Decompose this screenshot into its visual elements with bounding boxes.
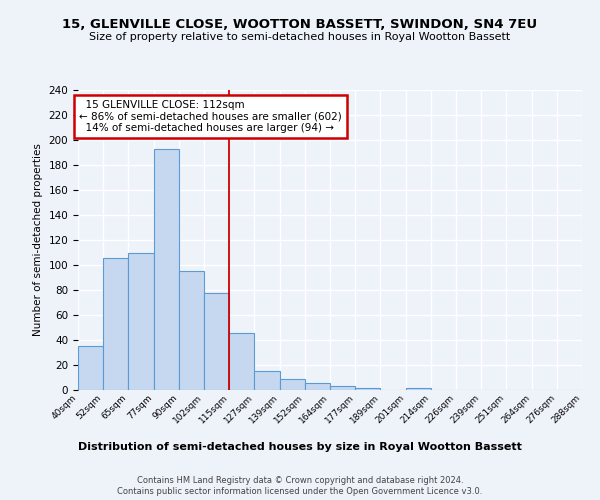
Text: Size of property relative to semi-detached houses in Royal Wootton Bassett: Size of property relative to semi-detach… <box>89 32 511 42</box>
Text: Distribution of semi-detached houses by size in Royal Wootton Bassett: Distribution of semi-detached houses by … <box>78 442 522 452</box>
Bar <box>179 271 204 390</box>
Bar <box>229 332 254 390</box>
Text: Contains public sector information licensed under the Open Government Licence v3: Contains public sector information licen… <box>118 488 482 496</box>
Bar <box>406 388 431 390</box>
Bar <box>280 379 305 390</box>
Bar <box>154 149 179 390</box>
Y-axis label: Number of semi-detached properties: Number of semi-detached properties <box>33 144 43 336</box>
Text: 15, GLENVILLE CLOSE, WOOTTON BASSETT, SWINDON, SN4 7EU: 15, GLENVILLE CLOSE, WOOTTON BASSETT, SW… <box>62 18 538 30</box>
Text: Contains HM Land Registry data © Crown copyright and database right 2024.: Contains HM Land Registry data © Crown c… <box>137 476 463 485</box>
Bar <box>128 252 154 390</box>
Bar <box>305 382 330 390</box>
Bar <box>78 346 103 390</box>
Bar <box>330 386 355 390</box>
Bar <box>103 258 128 390</box>
Bar <box>254 371 280 390</box>
Text: 15 GLENVILLE CLOSE: 112sqm  
← 86% of semi-detached houses are smaller (602)
  1: 15 GLENVILLE CLOSE: 112sqm ← 86% of semi… <box>79 100 342 133</box>
Bar <box>204 292 229 390</box>
Bar <box>355 388 380 390</box>
